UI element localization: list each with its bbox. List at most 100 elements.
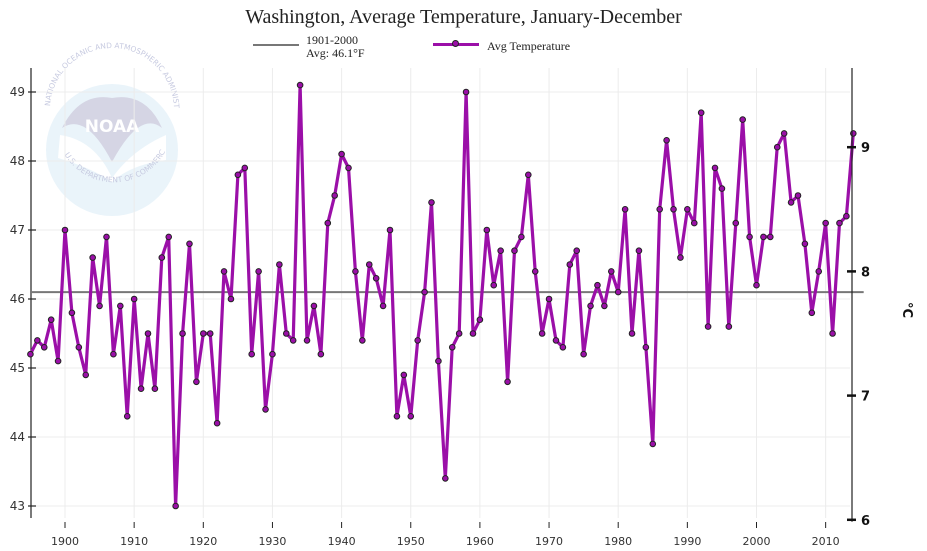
y-tick-label-right: 8	[861, 265, 870, 280]
chart-title: Washington, Average Temperature, January…	[245, 6, 682, 28]
x-tick-label: 1930	[258, 535, 286, 548]
data-point	[282, 330, 290, 337]
legend-series-marker	[452, 40, 459, 47]
data-point	[794, 192, 802, 199]
data-point	[345, 164, 352, 172]
data-point	[497, 247, 504, 254]
data-point	[559, 344, 567, 351]
data-point	[760, 233, 767, 241]
x-tick-label: 1990	[673, 535, 701, 548]
data-point	[151, 385, 159, 393]
data-point	[780, 130, 788, 137]
data-point	[843, 212, 850, 220]
noaa-watermark-logo: NOAA NATIONAL OCEANIC AND ATMOSPHERIC AD…	[0, 0, 181, 216]
data-point	[684, 206, 691, 213]
data-point	[338, 150, 345, 158]
data-point	[525, 171, 532, 179]
data-point	[206, 330, 214, 337]
data-point	[538, 330, 546, 337]
y-tick-label: 43	[10, 499, 25, 513]
data-point	[241, 164, 249, 172]
x-tick-label: 1900	[51, 535, 79, 548]
x-tick-label: 1950	[397, 535, 425, 548]
data-point	[490, 281, 498, 289]
data-point	[476, 316, 484, 324]
data-point	[96, 302, 103, 310]
y-tick-label-right: 9	[861, 141, 870, 156]
data-point	[670, 206, 677, 213]
data-point	[767, 233, 774, 241]
data-point	[448, 344, 456, 351]
data-point	[711, 164, 719, 172]
data-point	[836, 219, 843, 227]
data-point	[200, 330, 207, 337]
data-point	[566, 261, 574, 268]
data-point	[725, 323, 733, 330]
x-tick-label: 1980	[604, 535, 632, 548]
data-point	[421, 288, 428, 296]
y-tick-label: 48	[10, 154, 25, 168]
data-point	[414, 337, 421, 344]
axes: 43 44 45 46 47 48 49 1900 1910 1920 1930 1940 1950 19…	[10, 68, 840, 548]
data-point	[504, 378, 511, 386]
data-point	[352, 268, 359, 275]
data-point	[296, 81, 304, 89]
y-tick-label: 49	[10, 85, 25, 99]
data-point	[317, 350, 325, 358]
data-point	[587, 302, 594, 310]
data-point	[234, 171, 242, 179]
y-tick-label: 44	[10, 430, 25, 444]
data-point	[642, 344, 650, 351]
x-tick-label: 1970	[535, 535, 563, 548]
legend-baseline-line1: 1901-2000	[306, 33, 358, 47]
legend: 1901-2000 Avg: 46.1°F Avg Temperature	[0, 34, 927, 60]
x-tick-label: 2010	[812, 535, 840, 548]
data-point	[400, 371, 408, 379]
data-point	[518, 233, 525, 241]
data-point	[386, 226, 394, 234]
right-axis: 6 7 8 9	[847, 68, 870, 529]
data-point	[580, 350, 587, 358]
data-point	[248, 350, 256, 358]
data-point	[276, 261, 283, 268]
data-point	[61, 226, 69, 234]
data-point	[379, 302, 387, 310]
data-point	[469, 330, 477, 337]
data-point	[690, 219, 698, 227]
data-point	[213, 419, 221, 427]
data-point	[753, 281, 760, 289]
series-group	[27, 81, 857, 510]
data-point	[773, 143, 781, 151]
x-tick-label: 1910	[120, 535, 148, 548]
data-point	[815, 268, 823, 275]
data-point	[594, 281, 601, 289]
legend-baseline-line2: Avg: 46.1°F	[306, 46, 365, 60]
data-point	[850, 130, 857, 137]
data-point	[511, 247, 518, 254]
x-tick-label: 1960	[466, 535, 494, 548]
data-point	[158, 254, 166, 261]
data-point	[656, 206, 663, 213]
data-point	[649, 440, 657, 448]
data-point	[739, 116, 746, 123]
data-point	[822, 219, 829, 227]
x-tick-label: 1920	[189, 535, 217, 548]
data-point	[628, 330, 636, 337]
data-point	[89, 254, 96, 261]
data-point	[607, 268, 615, 275]
y-tick-label: 47	[10, 223, 25, 237]
data-point	[601, 302, 608, 310]
data-point	[27, 350, 34, 358]
data-point	[365, 261, 373, 268]
data-point	[462, 88, 470, 96]
data-point	[455, 330, 463, 337]
data-point	[75, 344, 83, 351]
data-point	[407, 413, 415, 420]
data-point	[269, 350, 276, 358]
data-point	[428, 199, 435, 206]
data-point	[172, 502, 179, 510]
data-point	[220, 268, 228, 275]
y-tick-label: 45	[10, 361, 25, 375]
data-point	[137, 385, 145, 393]
